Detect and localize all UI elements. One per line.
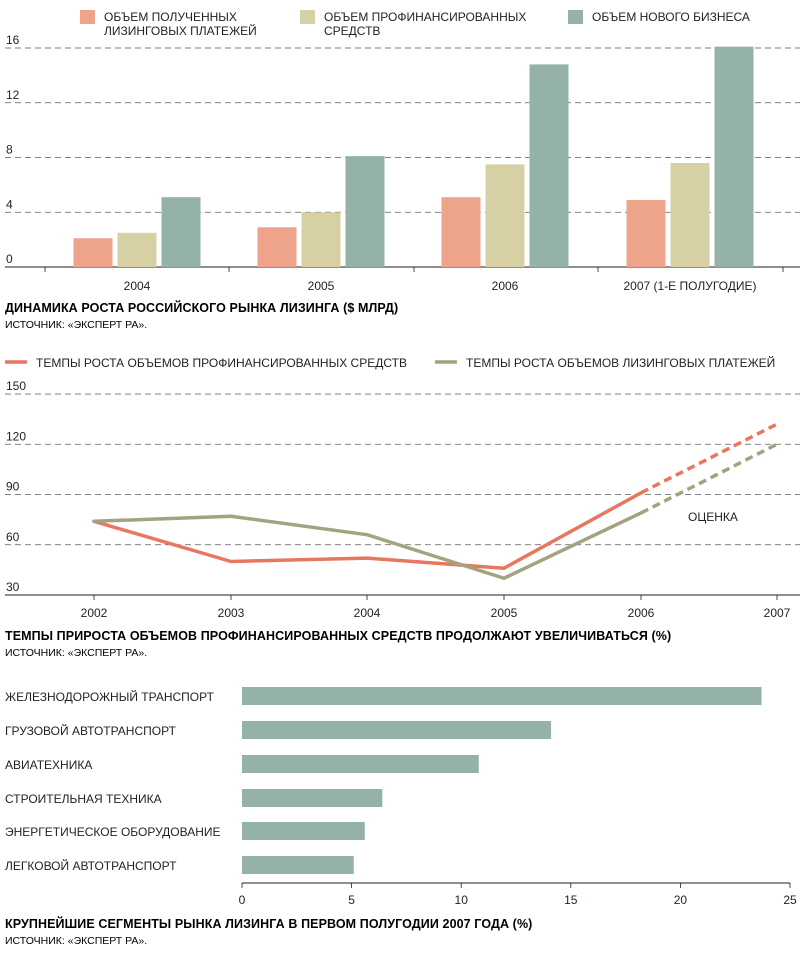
y-tick-label: 16 <box>6 33 20 47</box>
bar <box>242 687 762 705</box>
x-tick-label: 2004 <box>124 279 151 293</box>
y-tick-label: 12 <box>6 88 20 102</box>
chart2-annotation: ОЦЕНКА <box>688 510 738 524</box>
x-tick-label: 2003 <box>218 606 245 620</box>
bar <box>257 227 297 267</box>
chart3-title: КРУПНЕЙШИЕ СЕГМЕНТЫ РЫНКА ЛИЗИНГА В ПЕРВ… <box>5 916 532 931</box>
chart3-source: ИСТОЧНИК: «ЭКСПЕРТ РА». <box>5 935 147 947</box>
series-line-estimate <box>640 422 778 495</box>
bar <box>161 197 201 267</box>
line-chart-growth-rates: ТЕМПЫ РОСТА ОБЪЕМОВ ПРОФИНАНСИРОВАННЫХ С… <box>5 355 800 659</box>
chart2-lines <box>92 422 778 580</box>
y-tick-label: 30 <box>6 580 20 594</box>
y-tick-label: 8 <box>6 143 13 157</box>
legend-label: ОБЪЕМ НОВОГО БИЗНЕСА <box>592 10 750 24</box>
x-tick-label: 5 <box>348 893 355 907</box>
category-label: ЖЕЛЕЗНОДОРОЖНЫЙ ТРАНСПОРТ <box>5 689 215 704</box>
y-tick-label: 0 <box>6 252 13 266</box>
y-tick-label: 150 <box>6 379 26 393</box>
series-line-estimate <box>640 442 778 515</box>
x-tick-label: 25 <box>783 893 797 907</box>
x-tick-label: 2007 <box>764 606 791 620</box>
bar <box>345 156 385 267</box>
bar <box>117 232 157 267</box>
bar <box>670 162 710 267</box>
legend-swatch <box>80 10 95 24</box>
category-label: ЛЕГКОВОЙ АВТОТРАНСПОРТ <box>5 858 177 873</box>
chart1-title: ДИНАМИКА РОСТА РОССИЙСКОГО РЫНКА ЛИЗИНГА… <box>5 300 398 315</box>
chart3-x-axis: 0 5 10 15 20 25 <box>239 882 797 907</box>
chart2-legend: ТЕМПЫ РОСТА ОБЪЕМОВ ПРОФИНАНСИРОВАННЫХ С… <box>5 355 775 370</box>
chart1-x-axis: 2004 2005 2006 2007 (1-Е ПОЛУГОДИЕ) <box>44 267 784 293</box>
chart2-gridlines: 150 120 90 60 30 <box>5 379 800 596</box>
x-tick-label: 15 <box>564 893 578 907</box>
chart1-legend: ОБЪЕМ ПОЛУЧЕННЫХ ЛИЗИНГОВЫХ ПЛАТЕЖЕЙ ОБЪЕМ… <box>80 10 750 38</box>
bar-chart-market-growth: ОБЪЕМ ПОЛУЧЕННЫХ ЛИЗИНГОВЫХ ПЛАТЕЖЕЙ ОБЪЕМ… <box>5 10 800 331</box>
legend-swatch <box>568 10 583 24</box>
x-tick-label: 2005 <box>491 606 518 620</box>
category-label: ГРУЗОВОЙ АВТОТРАНСПОРТ <box>5 723 177 738</box>
y-tick-label: 90 <box>6 480 20 494</box>
bar <box>242 755 479 773</box>
x-tick-label: 2005 <box>308 279 335 293</box>
chart2-x-axis: 2002 2003 2004 2005 2006 2007 <box>81 595 791 620</box>
x-tick-label: 10 <box>455 893 469 907</box>
category-label: СТРОИТЕЛЬНАЯ ТЕХНИКА <box>5 792 162 806</box>
bar <box>529 64 569 267</box>
y-tick-label: 4 <box>6 197 13 211</box>
category-label: ЭНЕРГЕТИЧЕСКОЕ ОБОРУДОВАНИЕ <box>5 825 221 839</box>
x-tick-label: 2006 <box>492 279 519 293</box>
bar <box>301 212 341 267</box>
x-tick-label: 2007 (1-Е ПОЛУГОДИЕ) <box>623 279 756 293</box>
bar <box>714 46 754 267</box>
x-tick-label: 20 <box>674 893 688 907</box>
bar <box>242 789 383 807</box>
x-tick-label: 2002 <box>81 606 108 620</box>
x-tick-label: 2006 <box>628 606 655 620</box>
legend-label: ТЕМПЫ РОСТА ОБЪЕМОВ ЛИЗИНГОВЫХ ПЛАТЕЖЕЙ <box>466 355 775 370</box>
series-line <box>92 491 643 570</box>
legend-label: ОБЪЕМ ПОЛУЧЕННЫХ ЛИЗИНГОВЫХ ПЛАТЕЖЕЙ <box>104 10 257 38</box>
bar <box>626 199 666 267</box>
legend-label: ОБЪЕМ ПРОФИНАНСИРОВАННЫХ СРЕДСТВ <box>324 10 526 38</box>
legend-swatch <box>300 10 315 24</box>
x-tick-label: 0 <box>239 893 246 907</box>
series-line <box>92 511 643 580</box>
chart2-source: ИСТОЧНИК: «ЭКСПЕРТ РА». <box>5 647 147 659</box>
bar <box>242 822 365 840</box>
chart1-bars <box>73 46 754 267</box>
category-label: АВИАТЕХНИКА <box>5 758 92 772</box>
y-tick-label: 120 <box>6 429 26 443</box>
bar <box>242 721 552 739</box>
chart1-gridlines: 16 12 8 4 0 <box>5 33 800 268</box>
hbar-chart-segments: ЖЕЛЕЗНОДОРОЖНЫЙ ТРАНСПОРТ ГРУЗОВОЙ АВТОТР… <box>5 687 797 947</box>
bar <box>73 238 113 267</box>
chart2-title: ТЕМПЫ ПРИРОСТА ОБЪЕМОВ ПРОФИНАНСИРОВАННЫ… <box>5 629 671 643</box>
y-tick-label: 60 <box>6 530 20 544</box>
chart1-source: ИСТОЧНИК: «ЭКСПЕРТ РА». <box>5 319 147 331</box>
bar <box>242 856 354 874</box>
bar <box>485 164 525 267</box>
x-tick-label: 2004 <box>354 606 381 620</box>
bar <box>441 197 481 267</box>
chart3-bars: ЖЕЛЕЗНОДОРОЖНЫЙ ТРАНСПОРТ ГРУЗОВОЙ АВТОТР… <box>5 687 762 874</box>
legend-label: ТЕМПЫ РОСТА ОБЪЕМОВ ПРОФИНАНСИРОВАННЫХ С… <box>36 356 407 370</box>
